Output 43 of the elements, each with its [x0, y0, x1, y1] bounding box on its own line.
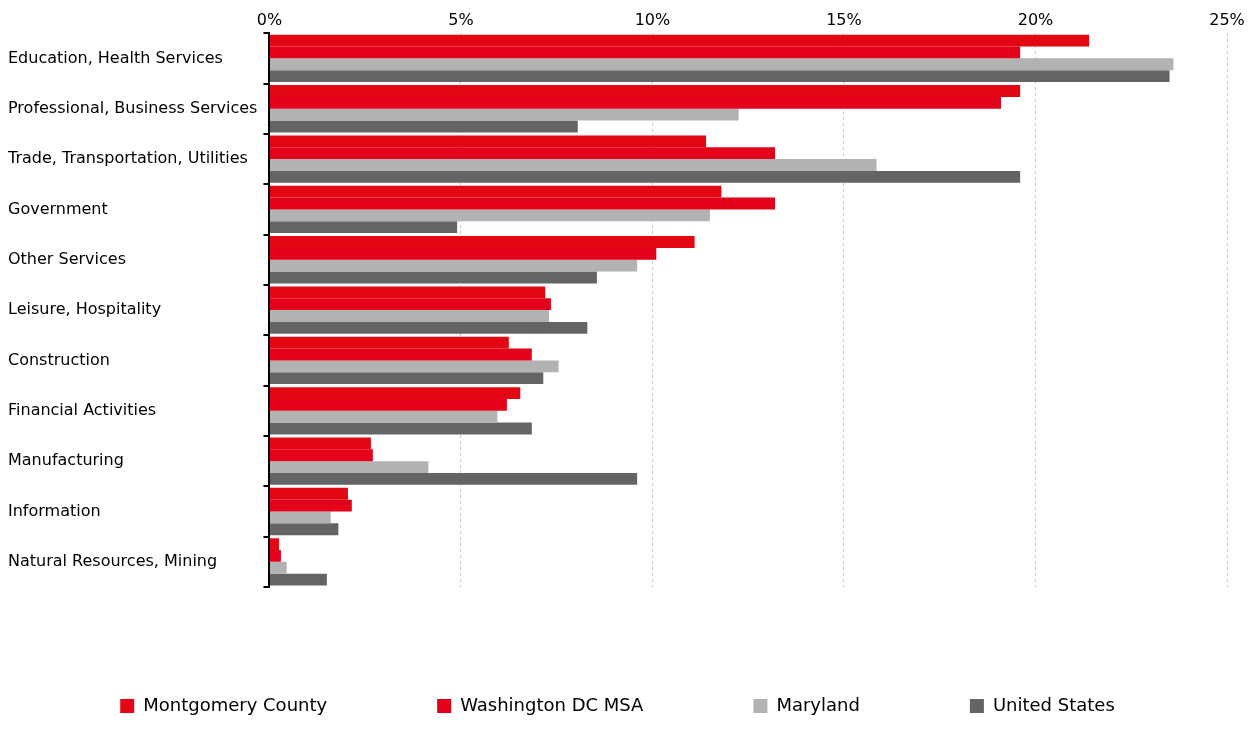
- bar: [269, 511, 331, 524]
- bar: [269, 523, 339, 536]
- bar: [269, 372, 544, 385]
- x-tick-label: 5%: [448, 9, 474, 29]
- bar: [269, 321, 588, 334]
- bar: [269, 461, 429, 473]
- bar: [269, 310, 550, 322]
- bar: [269, 170, 1021, 183]
- y-tick-label: Natural Resources, Mining: [8, 550, 218, 570]
- bar: [269, 472, 638, 485]
- y-tick-label: Professional, Business Services: [8, 97, 258, 117]
- bar: [269, 259, 638, 272]
- bar: [269, 221, 458, 234]
- bar: [269, 573, 327, 586]
- x-tick-label: 25%: [1209, 9, 1245, 29]
- y-tick-label: Financial Activities: [8, 399, 157, 419]
- y-tick-label: Construction: [8, 349, 110, 369]
- y-tick-label: Manufacturing: [8, 450, 124, 470]
- bar: [269, 410, 498, 423]
- legend-label: United States: [992, 693, 1115, 715]
- y-tick-label: Leisure, Hospitality: [8, 299, 162, 319]
- legend-label: Montgomery County: [143, 693, 328, 715]
- y-tick-label: Other Services: [8, 248, 126, 268]
- bar: [269, 120, 578, 133]
- legend-label: Maryland: [776, 693, 860, 715]
- bar: [269, 58, 1174, 71]
- y-tick-label: Government: [8, 198, 108, 218]
- bar: [269, 422, 532, 435]
- y-tick-label: Information: [8, 500, 101, 520]
- bar: [269, 70, 1170, 83]
- x-tick-label: 20%: [1017, 9, 1054, 29]
- bar: [269, 360, 559, 373]
- legend-label: Washington DC MSA: [460, 693, 645, 715]
- bar: [269, 209, 710, 222]
- bar: [269, 159, 877, 171]
- y-tick-label: Trade, Transportation, Utilities: [7, 148, 248, 168]
- x-tick-label: 10%: [634, 9, 671, 29]
- y-tick-label: Education, Health Services: [8, 47, 223, 67]
- bar: [269, 561, 287, 574]
- x-tick-label: 0%: [256, 9, 283, 29]
- bar: [269, 271, 597, 284]
- bar: [269, 108, 739, 121]
- x-tick-label: 15%: [826, 9, 862, 29]
